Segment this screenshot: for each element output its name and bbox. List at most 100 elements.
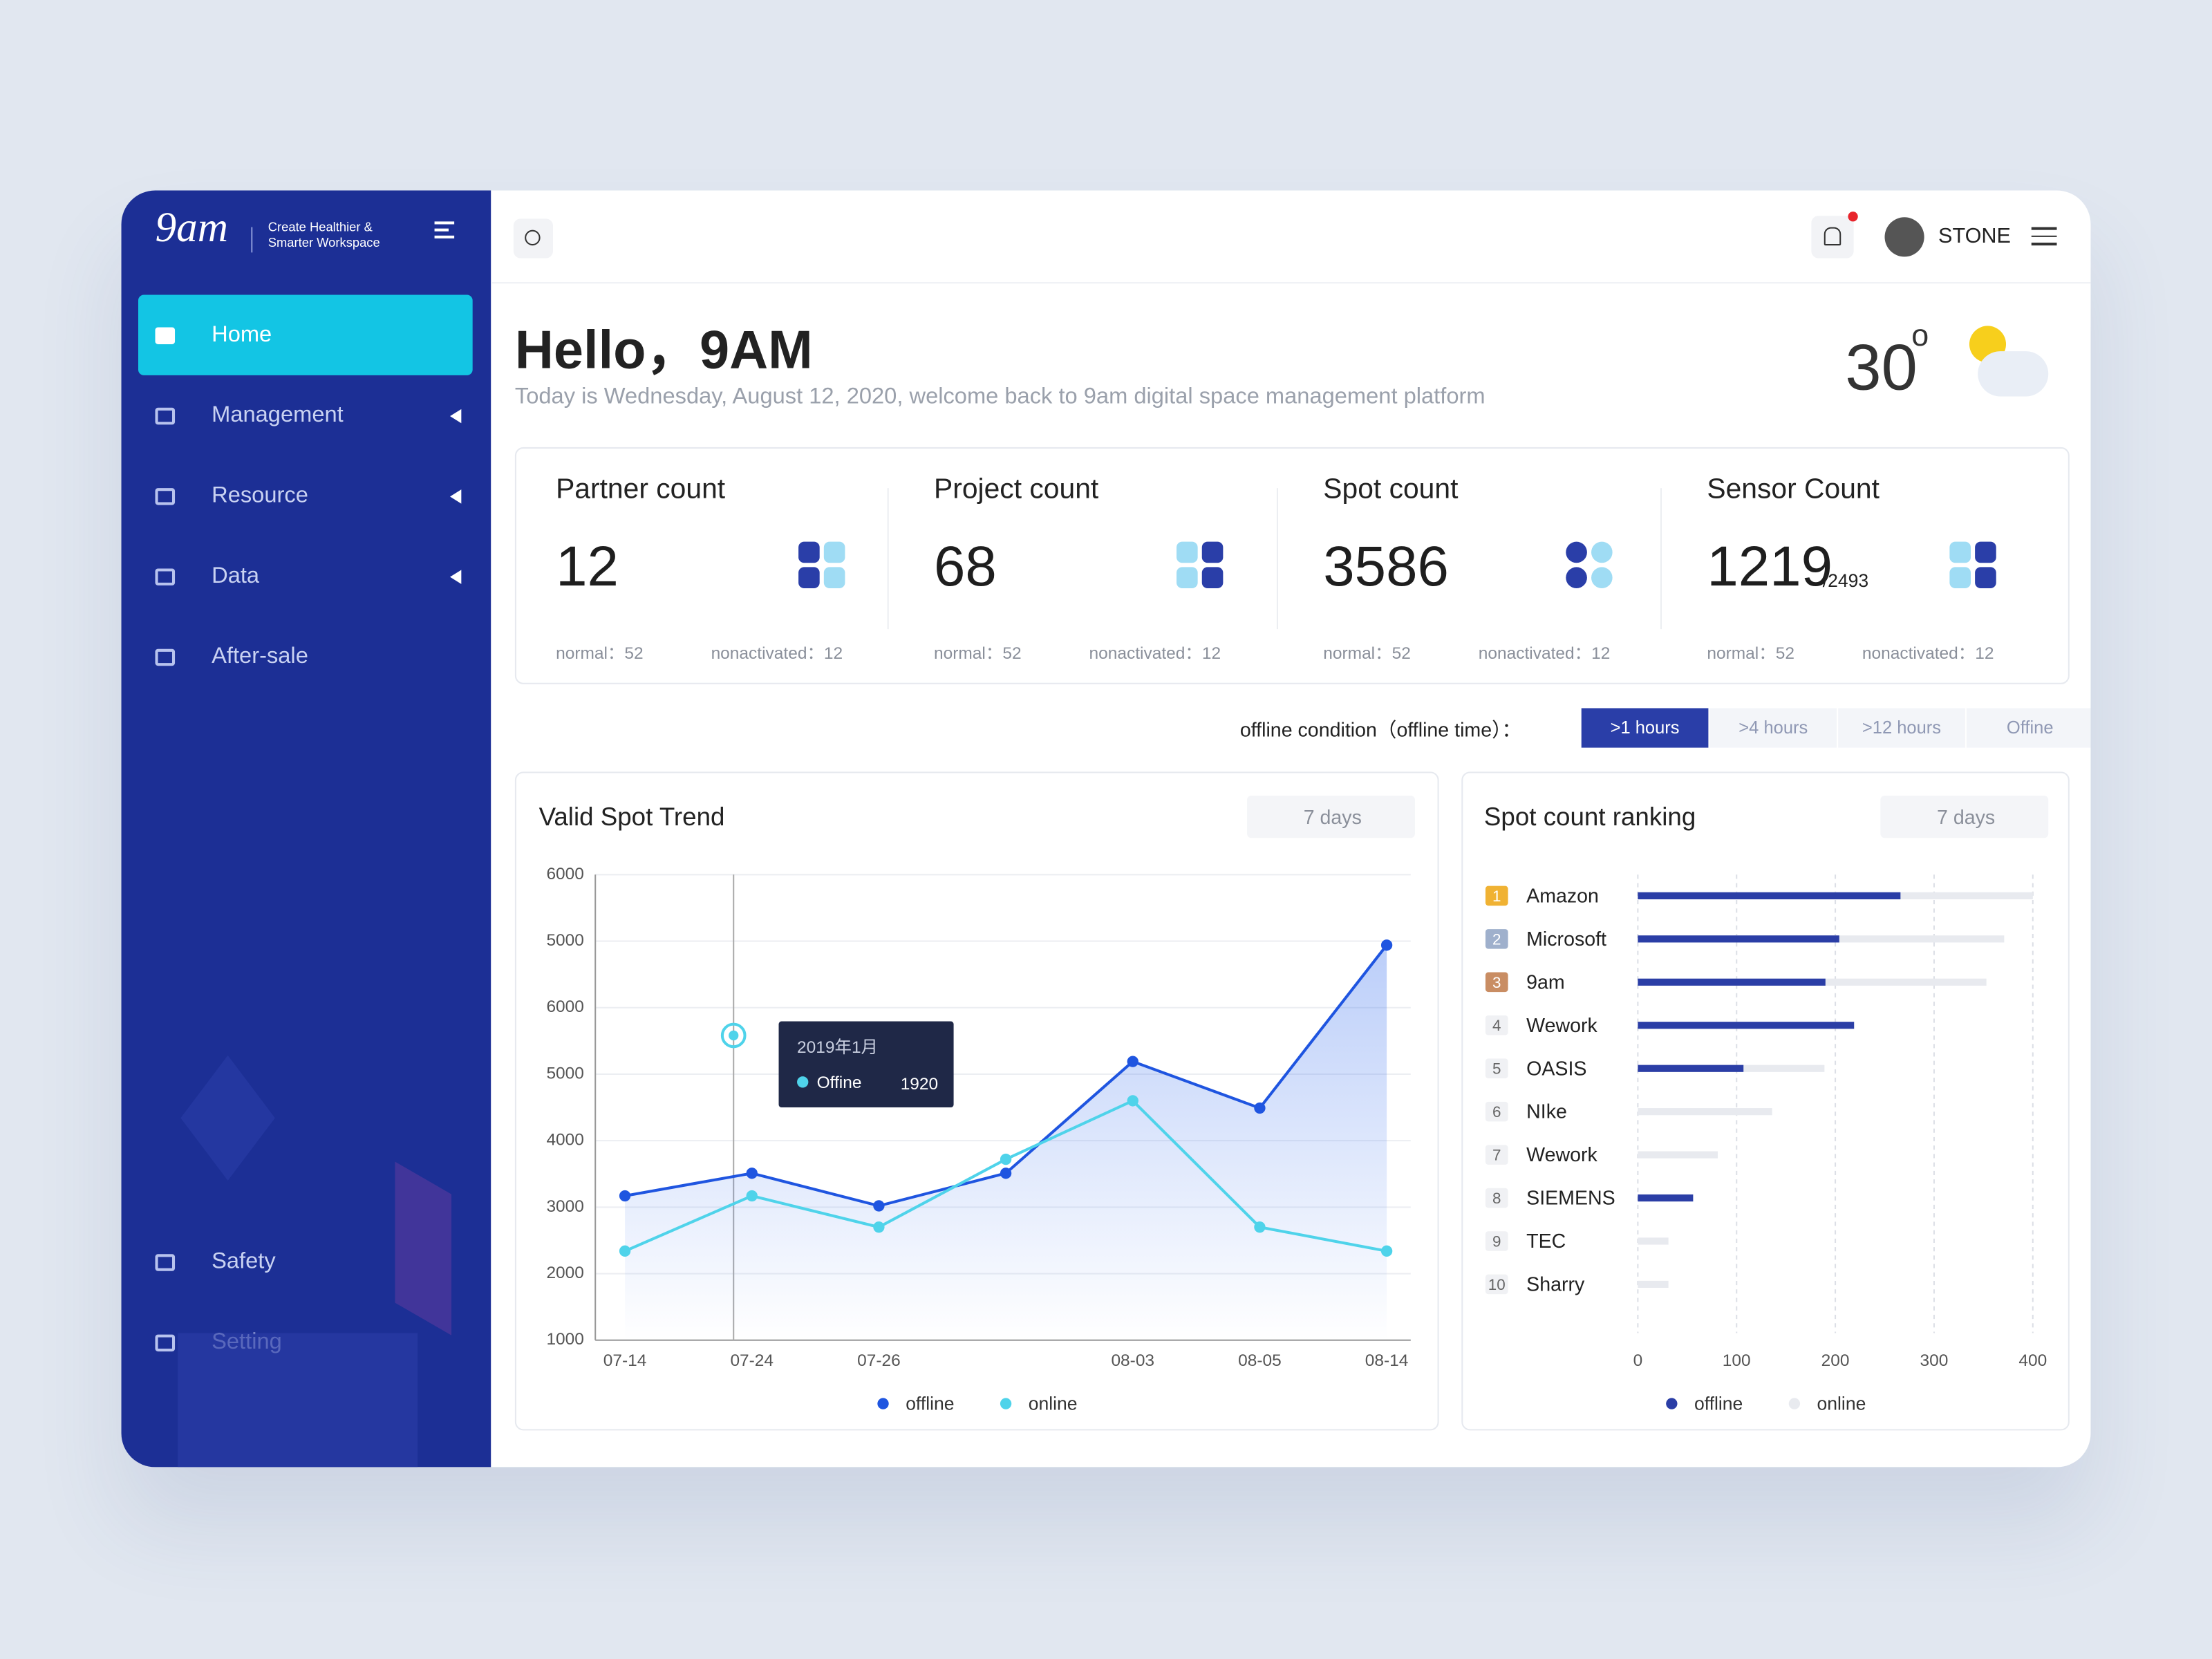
x-tick-label: 200 — [1821, 1351, 1850, 1370]
stat-normal: normal：52 — [1707, 643, 1794, 664]
nav-icon — [155, 648, 176, 666]
stat-icon — [1949, 567, 1971, 589]
bar — [1638, 1280, 1669, 1288]
nav-icon — [155, 1333, 176, 1351]
stat-nonactivated: nonactivated：12 — [1862, 643, 1994, 664]
filter-option[interactable]: >4 hours — [1709, 708, 1837, 748]
nav-item[interactable]: Resource — [138, 456, 473, 536]
temperature-unit: o — [1911, 317, 1929, 353]
stat-title: Partner count — [556, 474, 726, 505]
nav-arrow — [450, 489, 462, 503]
rank: 5 — [1492, 1060, 1501, 1078]
category-label: Sharry — [1526, 1274, 1585, 1296]
rank-badge — [1485, 1101, 1508, 1122]
stat-icon — [1201, 541, 1224, 563]
rank: 4 — [1492, 1017, 1501, 1034]
rank: 1 — [1492, 888, 1501, 905]
tooltip-target — [720, 1022, 747, 1049]
list-button[interactable] — [2031, 227, 2057, 245]
nav-item[interactable]: Safety — [138, 1221, 473, 1302]
y-tick-label: 5000 — [546, 931, 583, 950]
rank: 8 — [1492, 1190, 1501, 1207]
nav-item[interactable]: After-sale — [138, 617, 473, 697]
stat-total: /2493 — [1822, 570, 1869, 592]
nav-icon — [155, 568, 176, 585]
filter-option[interactable]: Offine — [1966, 708, 2091, 748]
filter-option[interactable]: >1 hours — [1581, 708, 1709, 748]
category-label: OASIS — [1526, 1058, 1586, 1080]
stat-icon — [1975, 567, 1996, 589]
tooltip-series: Offine — [817, 1074, 862, 1092]
x-tick-label: 100 — [1723, 1351, 1751, 1370]
category-label: Amazon — [1526, 885, 1599, 907]
stat-icon — [1949, 541, 1971, 563]
period-select[interactable]: 7 days — [1880, 796, 2049, 838]
stat-value: 68 — [934, 536, 997, 599]
nav-icon — [155, 406, 176, 424]
notification-button[interactable] — [1811, 212, 1858, 259]
point — [1000, 1168, 1012, 1179]
category-label: SIEMENS — [1526, 1188, 1615, 1210]
filter-option[interactable]: >12 hours — [1838, 708, 1965, 748]
tooltip-value: 1920 — [901, 1075, 938, 1094]
stat-icon — [798, 567, 820, 589]
category-label: 9am — [1526, 971, 1565, 993]
stat-divider — [1276, 488, 1278, 630]
category-label: Wework — [1526, 1015, 1597, 1037]
bar — [1638, 1108, 1772, 1116]
header-border — [491, 282, 2091, 284]
nav-label: Home — [212, 322, 272, 347]
x-tick-label: 08-03 — [1111, 1351, 1154, 1370]
bar — [1638, 1022, 1855, 1029]
stat-value: 1219 — [1707, 536, 1833, 599]
tooltip — [778, 1021, 954, 1108]
filter-label: offline condition（offline time）： — [1239, 718, 1521, 741]
logo: 9am — [155, 204, 228, 252]
rank-badge — [1485, 1015, 1508, 1035]
stat-value: 12 — [556, 536, 619, 599]
point — [1380, 939, 1393, 951]
y-tick-label: 1000 — [546, 1330, 583, 1349]
bar — [1638, 892, 1901, 900]
divider — [251, 227, 253, 253]
nav-item[interactable]: Management — [138, 375, 473, 456]
rank: 6 — [1492, 1103, 1501, 1121]
tooltip-dot — [797, 1076, 809, 1088]
stat-icon — [1566, 567, 1587, 589]
rank-badge — [1485, 1188, 1508, 1208]
nav-item[interactable]: Data — [138, 536, 473, 617]
menu-button[interactable] — [434, 221, 455, 238]
point — [1254, 1102, 1266, 1114]
legend-dot — [1666, 1398, 1678, 1409]
filter-options: >1 hours >4 hours >12 hours Offine — [1581, 708, 2091, 748]
stat-title: Sensor Count — [1707, 474, 1880, 505]
bar — [1638, 1065, 1744, 1072]
category-label: Wework — [1526, 1144, 1597, 1166]
point — [873, 1221, 885, 1233]
point — [619, 1245, 631, 1257]
panel-title: Valid Spot Trend — [538, 803, 725, 832]
period-select[interactable]: 7 days — [1247, 796, 1415, 838]
nav-icon — [155, 487, 176, 505]
point — [1000, 1153, 1012, 1165]
stat-icon — [1975, 541, 1996, 563]
stat-title: Project count — [934, 474, 1099, 505]
avatar[interactable] — [1884, 217, 1924, 257]
tooltip-title: 2019年1月 — [797, 1038, 878, 1057]
nav-icon — [155, 1253, 176, 1271]
legend-dot — [877, 1398, 889, 1409]
stat-icon — [823, 541, 845, 563]
area — [625, 945, 1387, 1340]
stat-normal: normal：52 — [556, 643, 644, 664]
user-name[interactable]: STONE — [1938, 224, 2011, 249]
rank-badge — [1485, 1274, 1508, 1295]
category-label: Microsoft — [1526, 928, 1606, 950]
search-button[interactable] — [513, 218, 553, 259]
x-tick-label: 300 — [1920, 1351, 1949, 1370]
stat-icon — [1591, 567, 1613, 589]
point — [1380, 1245, 1393, 1257]
nav-item[interactable]: Home — [138, 294, 473, 375]
y-tick-label: 4000 — [546, 1131, 583, 1150]
